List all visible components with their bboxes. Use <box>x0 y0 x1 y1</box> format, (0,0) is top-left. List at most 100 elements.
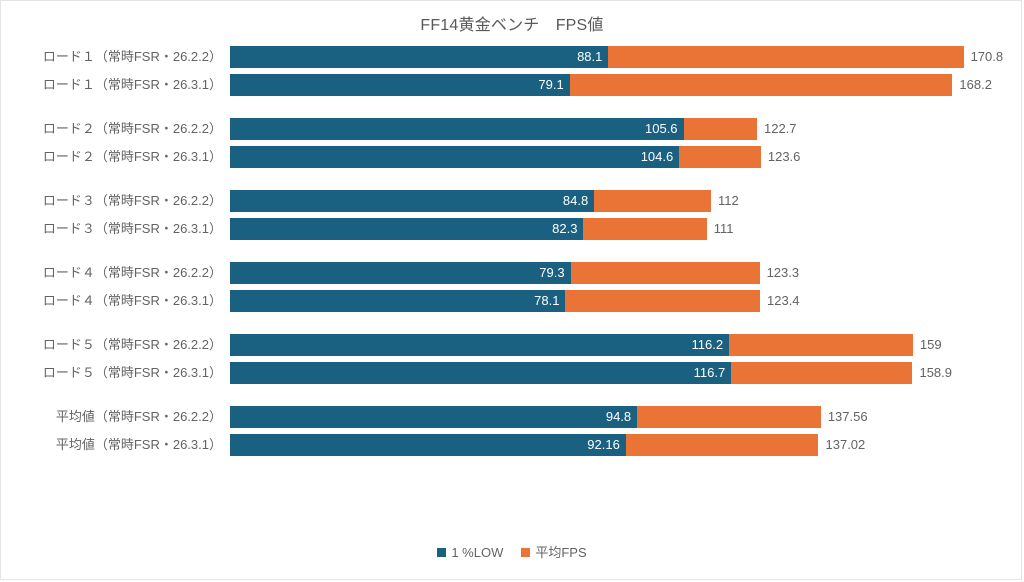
bar-value-total: 122.7 <box>763 121 797 136</box>
bar-value-low: 88.1 <box>577 49 603 64</box>
bar-value-total: 123.6 <box>767 149 801 164</box>
category-label: ロード１（常時FSR・26.2.2） <box>42 49 222 64</box>
bar-segment-avg[interactable] <box>637 406 821 428</box>
bar-segment-avg[interactable] <box>683 118 757 140</box>
chart-legend: 1 %LOW 平均FPS <box>1 542 1023 561</box>
bar-value-low: 79.3 <box>539 265 565 280</box>
bar-row[interactable]: ロード３（常時FSR・26.2.2） 84.8 112 <box>1 190 1023 212</box>
category-label: ロード４（常時FSR・26.2.2） <box>42 265 222 280</box>
bar-value-low: 105.6 <box>645 121 678 136</box>
bar-track: 104.6 123.6 <box>230 146 800 168</box>
bar-segment-low[interactable]: 79.3 <box>230 262 571 284</box>
bar-row[interactable]: ロード２（常時FSR・26.3.1） 104.6 123.6 <box>1 146 1023 168</box>
bar-value-total: 123.4 <box>767 293 800 308</box>
bar-segment-avg[interactable] <box>569 74 953 96</box>
category-label: ロード５（常時FSR・26.2.2） <box>42 337 222 352</box>
bar-track: 84.8 112 <box>230 190 739 212</box>
bar-track: 116.7 158.9 <box>230 362 952 384</box>
bar-value-low: 92.16 <box>587 437 620 452</box>
bar-value-total: 137.56 <box>827 409 868 424</box>
bar-track: 105.6 122.7 <box>230 118 797 140</box>
bar-value-low: 94.8 <box>605 409 632 424</box>
bar-segment-low[interactable]: 116.7 <box>230 362 732 384</box>
bar-value-total: 159 <box>919 337 942 352</box>
bar-segment-avg[interactable] <box>570 262 760 284</box>
bar-value-total: 158.9 <box>919 365 953 380</box>
bar-track: 88.1 170.8 <box>230 46 1003 68</box>
category-label: ロード５（常時FSR・26.3.1） <box>42 365 222 380</box>
bar-segment-low[interactable]: 84.8 <box>230 190 595 212</box>
bar-row[interactable]: ロード５（常時FSR・26.3.1） 116.7 158.9 <box>1 362 1023 384</box>
bar-track: 116.2 159 <box>230 334 942 356</box>
bar-segment-low[interactable]: 94.8 <box>230 406 638 428</box>
bar-segment-avg[interactable] <box>565 290 760 312</box>
bar-segment-low[interactable]: 116.2 <box>230 334 730 356</box>
bar-row[interactable]: ロード５（常時FSR・26.2.2） 116.2 159 <box>1 334 1023 356</box>
bar-track: 79.3 123.3 <box>230 262 799 284</box>
category-label: 平均値（常時FSR・26.3.1） <box>55 437 222 452</box>
bar-value-total: 137.02 <box>825 437 866 452</box>
bar-value-total: 170.8 <box>970 49 1004 64</box>
legend-item[interactable]: 1 %LOW <box>437 545 503 560</box>
bar-group: ロード４（常時FSR・26.2.2） 79.3 123.3 ロード４（常時FSR・26… <box>1 262 1023 312</box>
bar-segment-low[interactable]: 78.1 <box>230 290 566 312</box>
legend-label: 平均FPS <box>535 545 587 560</box>
bar-value-low: 79.1 <box>538 77 564 92</box>
legend-label: 1 %LOW <box>451 545 504 560</box>
bar-row[interactable]: ロード３（常時FSR・26.3.1） 82.3 111 <box>1 218 1023 240</box>
legend-swatch-icon <box>437 548 447 557</box>
bar-value-low: 82.3 <box>552 221 578 236</box>
bar-value-low: 78.1 <box>534 293 560 308</box>
legend-swatch-icon <box>521 548 531 557</box>
bar-group: ロード１（常時FSR・26.2.2） 88.1 170.8 ロード１（常時FSR・26… <box>1 46 1023 96</box>
bar-segment-low[interactable]: 105.6 <box>230 118 684 140</box>
bar-segment-avg[interactable] <box>731 362 913 384</box>
bar-segment-low[interactable]: 88.1 <box>230 46 609 68</box>
bar-segment-avg[interactable] <box>583 218 707 240</box>
bar-segment-low[interactable]: 92.16 <box>230 434 626 456</box>
bar-segment-avg[interactable] <box>729 334 913 356</box>
bar-row[interactable]: ロード４（常時FSR・26.3.1） 78.1 123.4 <box>1 290 1023 312</box>
category-label: ロード１（常時FSR・26.3.1） <box>42 77 222 92</box>
bar-row[interactable]: ロード２（常時FSR・26.2.2） 105.6 122.7 <box>1 118 1023 140</box>
bar-row[interactable]: 平均値（常時FSR・26.2.2） 94.8 137.56 <box>1 406 1023 428</box>
plot-area: ロード１（常時FSR・26.2.2） 88.1 170.8 ロード１（常時FSR・26… <box>1 46 1023 533</box>
bar-segment-low[interactable]: 82.3 <box>230 218 584 240</box>
bar-row[interactable]: ロード４（常時FSR・26.2.2） 79.3 123.3 <box>1 262 1023 284</box>
bar-segment-avg[interactable] <box>608 46 964 68</box>
bar-track: 79.1 168.2 <box>230 74 992 96</box>
bar-segment-avg[interactable] <box>679 146 761 168</box>
bar-segment-low[interactable]: 104.6 <box>230 146 680 168</box>
bar-value-total: 123.3 <box>766 265 800 280</box>
legend-item[interactable]: 平均FPS <box>521 542 587 561</box>
bar-row[interactable]: 平均値（常時FSR・26.3.1） 92.16 137.02 <box>1 434 1023 456</box>
bar-group: ロード２（常時FSR・26.2.2） 105.6 122.7 ロード２（常時FSR・2… <box>1 118 1023 168</box>
bar-segment-low[interactable]: 79.1 <box>230 74 570 96</box>
bar-value-low: 104.6 <box>640 149 674 164</box>
category-label: 平均値（常時FSR・26.2.2） <box>55 409 222 424</box>
bar-segment-avg[interactable] <box>625 434 819 456</box>
bar-track: 82.3 111 <box>230 218 734 240</box>
bar-value-low: 116.2 <box>691 337 724 352</box>
bar-value-low: 116.7 <box>693 365 726 380</box>
bar-value-low: 84.8 <box>562 193 589 208</box>
chart-title: FF14黄金ベンチ FPS値 <box>420 17 604 34</box>
bar-track: 78.1 123.4 <box>230 290 800 312</box>
category-label: ロード４（常時FSR・26.3.1） <box>42 293 222 308</box>
category-label: ロード３（常時FSR・26.2.2） <box>42 193 222 208</box>
category-label: ロード３（常時FSR・26.3.1） <box>42 221 222 236</box>
category-label: ロード２（常時FSR・26.2.2） <box>42 121 222 136</box>
bar-track: 94.8 137.56 <box>230 406 868 428</box>
bar-value-total: 111 <box>713 221 734 236</box>
bar-group: ロード５（常時FSR・26.2.2） 116.2 159 ロード５（常時FSR・26.… <box>1 334 1023 384</box>
bar-track: 92.16 137.02 <box>230 434 865 456</box>
bar-value-total: 112 <box>718 193 739 208</box>
bar-segment-avg[interactable] <box>594 190 712 212</box>
bar-row[interactable]: ロード１（常時FSR・26.2.2） 88.1 170.8 <box>1 46 1023 68</box>
category-label: ロード２（常時FSR・26.3.1） <box>42 149 222 164</box>
bar-group: ロード３（常時FSR・26.2.2） 84.8 112 ロード３（常時FSR・26.3… <box>1 190 1023 240</box>
bar-group: 平均値（常時FSR・26.2.2） 94.8 137.56 平均値（常時FSR・26.… <box>1 406 1023 456</box>
bar-value-total: 168.2 <box>959 77 992 92</box>
bar-row[interactable]: ロード１（常時FSR・26.3.1） 79.1 168.2 <box>1 74 1023 96</box>
